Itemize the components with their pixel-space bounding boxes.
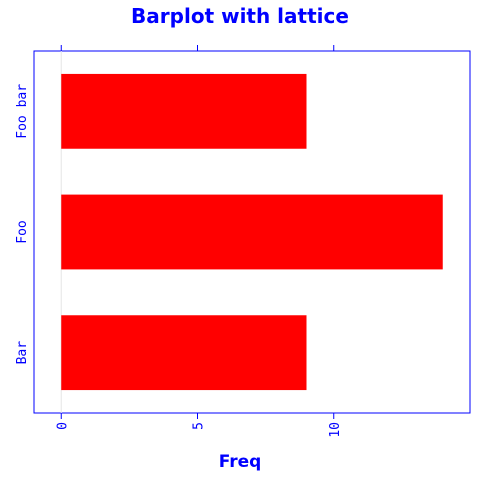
y-tick-label: Foo [15, 220, 30, 243]
x-tick-label: 5 [192, 422, 207, 430]
chart-title: Barplot with lattice [131, 4, 349, 28]
plot-frame [33, 50, 471, 414]
bar-foo [61, 194, 443, 270]
bar-foo-bar [61, 73, 307, 149]
y-tick-label: Foo bar [15, 84, 30, 139]
x-tick-label: 0 [55, 422, 70, 430]
x-tick-label: 10 [328, 422, 343, 438]
x-axis-label: Freq [218, 452, 262, 472]
bar-bar [61, 315, 307, 391]
y-tick-label: Bar [15, 341, 30, 365]
